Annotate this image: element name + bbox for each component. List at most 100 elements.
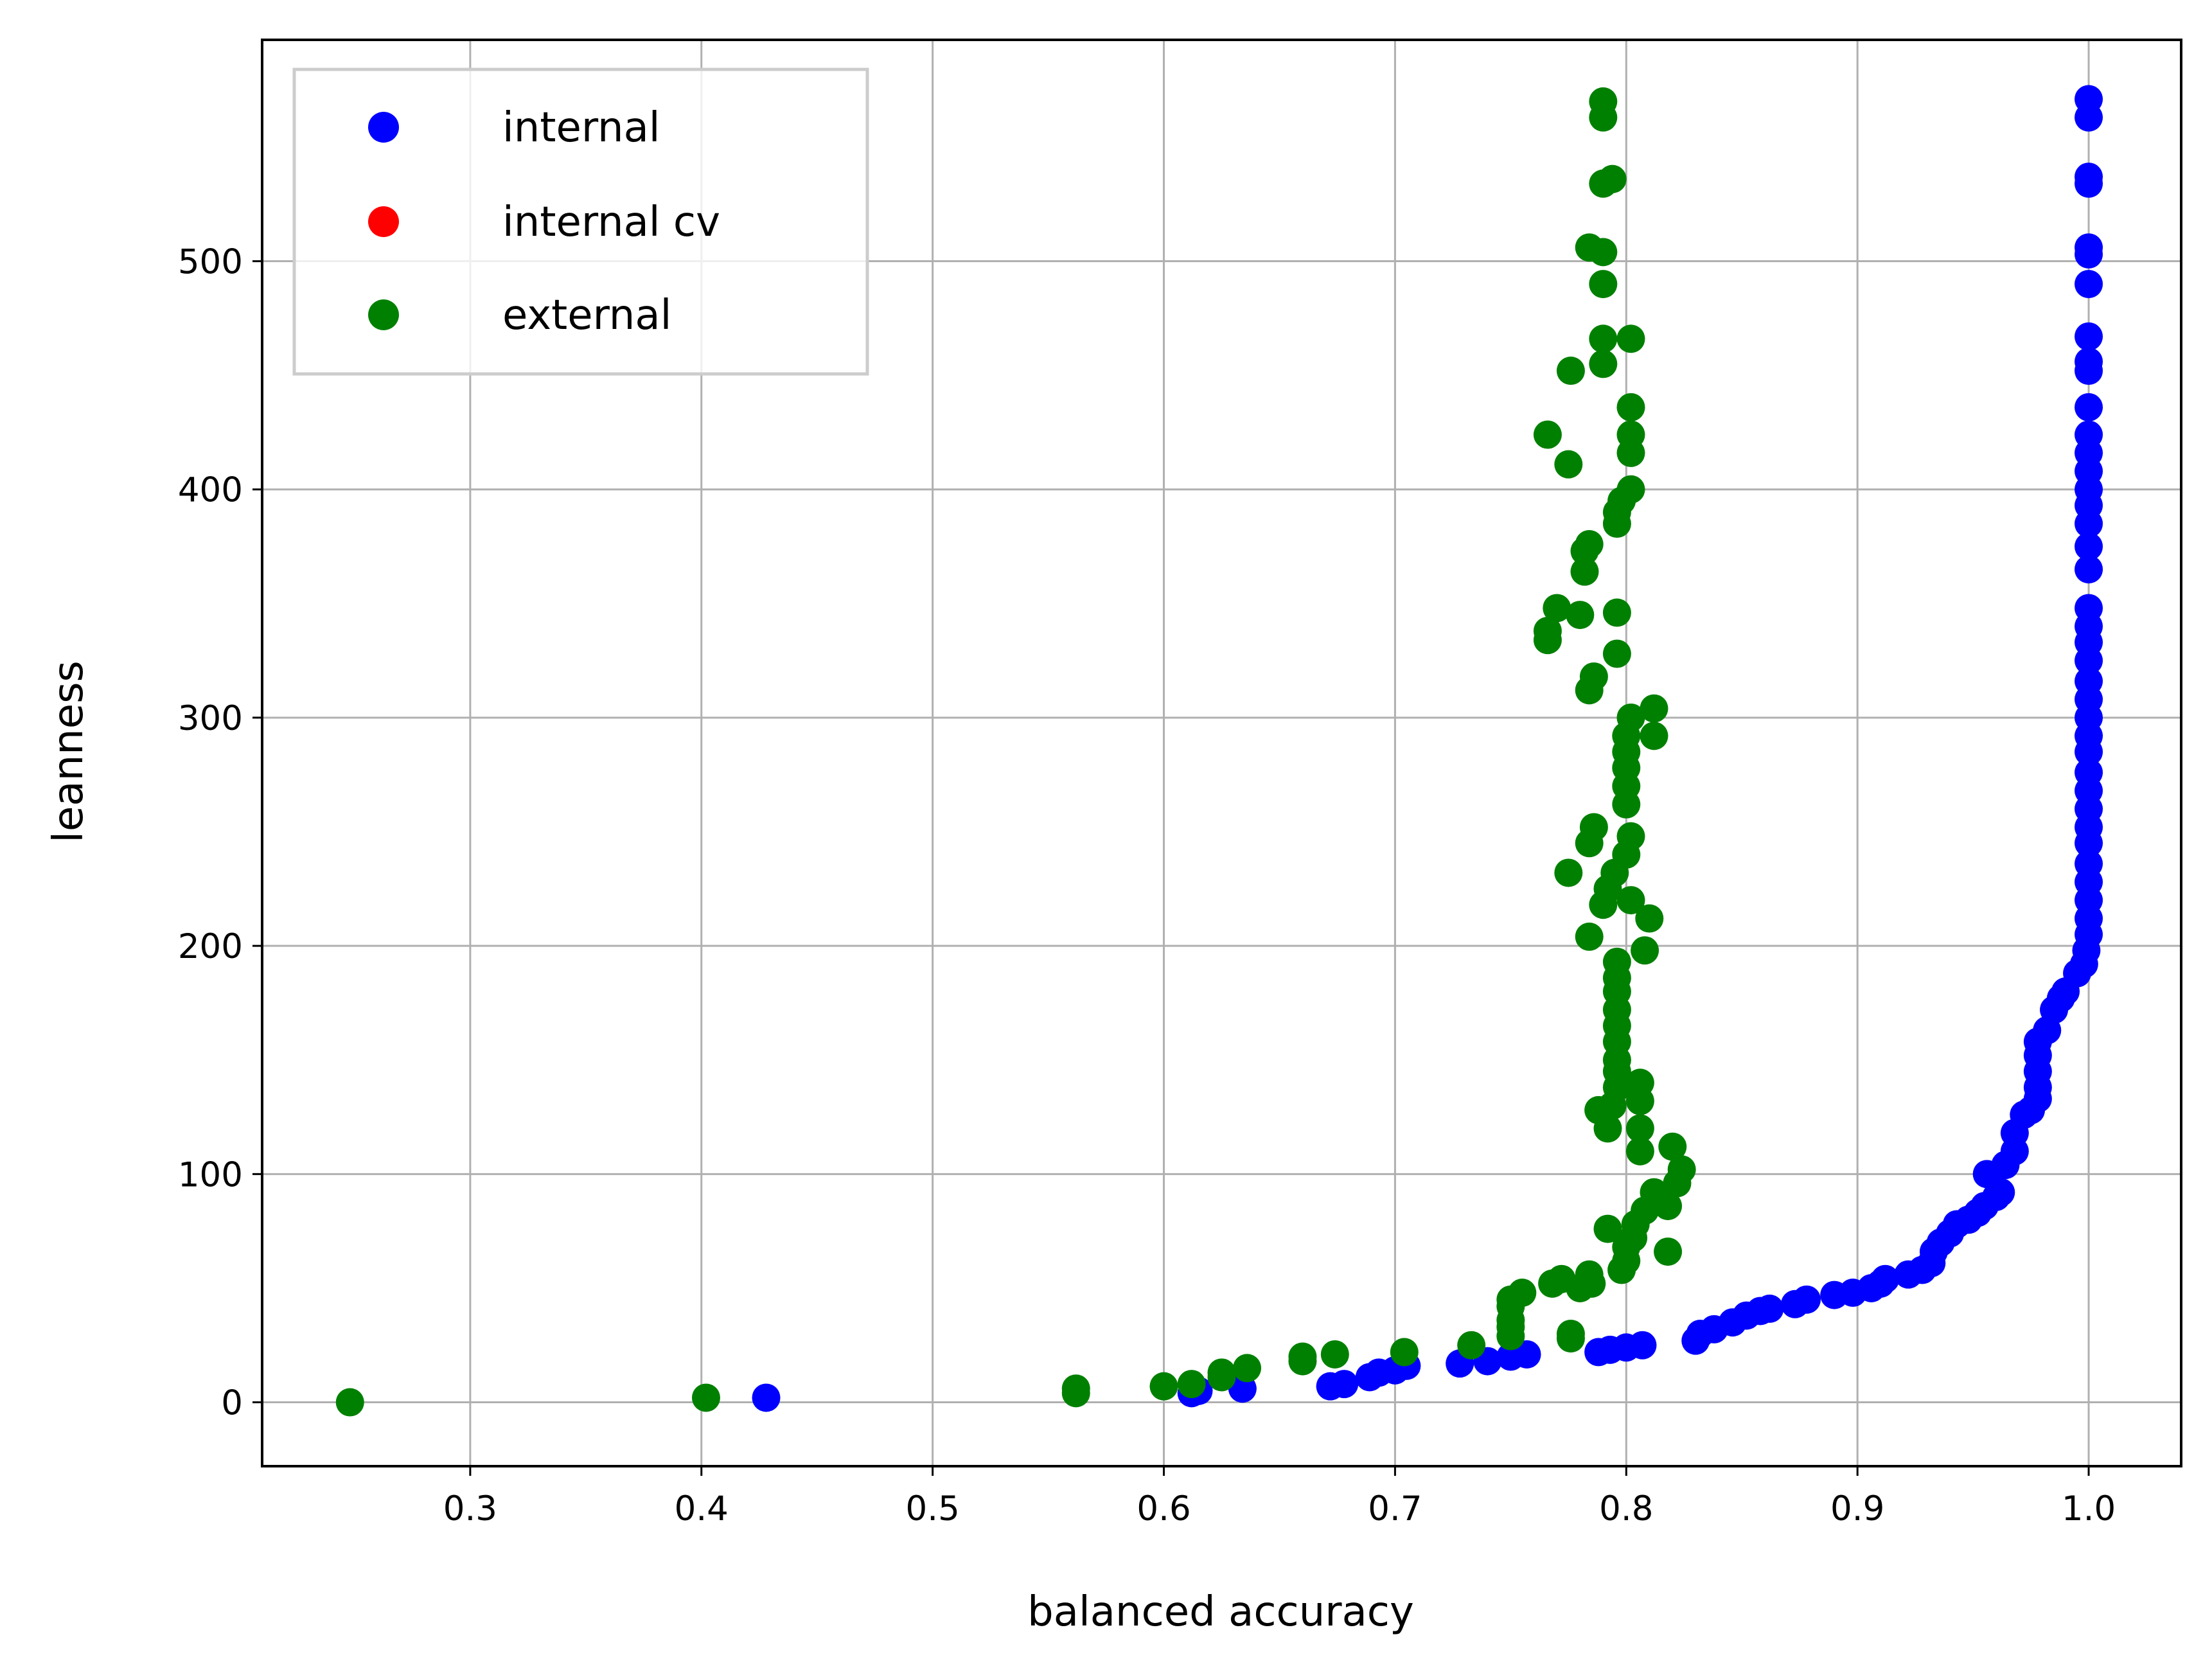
point-internal — [2075, 594, 2103, 623]
point-external — [1543, 594, 1571, 623]
legend-label-external: external — [502, 292, 671, 339]
legend-marker-external — [368, 299, 399, 330]
point-internal — [2075, 393, 2103, 421]
axis-ticks: 0.3 0.4 0.5 0.6 0.7 0.8 0.9 1.0 0 100 200 300 400 500 — [178, 243, 2116, 1529]
point-external — [1570, 557, 1599, 586]
point-internal — [2075, 758, 2103, 787]
point-external — [1554, 450, 1583, 479]
point-external — [1589, 270, 1618, 299]
point-external — [1654, 1237, 1683, 1266]
point-external — [1658, 1132, 1687, 1161]
y-tick-label: 100 — [178, 1155, 243, 1194]
point-external — [1533, 616, 1562, 645]
point-internal — [2075, 270, 2103, 299]
point-external — [1667, 1155, 1696, 1184]
point-internal — [2075, 532, 2103, 561]
data-points — [335, 85, 2103, 1417]
legend-marker-internal — [368, 112, 399, 143]
point-external — [1654, 1192, 1683, 1221]
point-internal — [1755, 1294, 1784, 1323]
point-external — [1589, 87, 1618, 116]
x-tick-label: 1.0 — [2062, 1489, 2116, 1529]
x-tick-label: 0.7 — [1368, 1489, 1422, 1529]
point-internal — [2075, 667, 2103, 696]
point-external — [1149, 1372, 1178, 1401]
point-external — [1616, 475, 1645, 504]
point-external — [1625, 1114, 1654, 1143]
point-external — [1207, 1358, 1236, 1387]
x-tick-label: 0.8 — [1599, 1489, 1653, 1529]
point-external — [1061, 1374, 1090, 1403]
point-internal — [1871, 1264, 1900, 1293]
point-external — [1589, 350, 1618, 378]
point-external — [1556, 1324, 1585, 1353]
point-external — [1616, 822, 1645, 851]
point-external — [1602, 598, 1631, 627]
point-external — [1616, 393, 1645, 421]
point-external — [1589, 324, 1618, 353]
point-internal — [2075, 849, 2103, 878]
x-tick-label: 0.9 — [1830, 1489, 1884, 1529]
point-external — [1575, 529, 1604, 558]
point-external — [1640, 694, 1668, 723]
point-external — [1508, 1279, 1537, 1307]
point-internal — [2075, 163, 2103, 191]
point-external — [1616, 886, 1645, 915]
point-internal — [1512, 1340, 1541, 1369]
point-external — [1616, 420, 1645, 449]
point-external — [1233, 1354, 1262, 1383]
point-internal — [2075, 85, 2103, 114]
point-external — [1593, 1114, 1622, 1143]
x-tick-label: 0.4 — [675, 1489, 729, 1529]
point-internal — [1330, 1370, 1359, 1399]
point-external — [1593, 1214, 1622, 1243]
y-tick-label: 200 — [178, 927, 243, 966]
point-external — [1602, 639, 1631, 668]
point-external — [1556, 357, 1585, 386]
point-external — [1566, 601, 1595, 630]
point-external — [1457, 1331, 1486, 1360]
point-internal — [2075, 555, 2103, 584]
legend-label-internal: internal — [502, 104, 660, 152]
point-external — [1616, 703, 1645, 732]
point-external — [691, 1383, 720, 1412]
point-external — [1579, 662, 1608, 691]
point-internal — [2075, 347, 2103, 376]
point-external — [1554, 858, 1583, 887]
legend-label-internal-cv: internal cv — [502, 199, 720, 246]
y-axis-label: leanness — [45, 660, 93, 843]
point-external — [1616, 324, 1645, 353]
point-internal — [1792, 1285, 1821, 1314]
point-external — [1631, 936, 1659, 965]
x-axis-label: balanced accuracy — [1027, 1588, 1414, 1636]
point-external — [1577, 1269, 1606, 1298]
point-external — [1625, 1137, 1654, 1165]
point-external — [1177, 1370, 1206, 1399]
legend-marker-internal-cv — [368, 206, 399, 237]
x-tick-label: 0.3 — [443, 1489, 497, 1529]
point-external — [1589, 238, 1618, 267]
point-external — [335, 1388, 364, 1417]
x-tick-label: 0.5 — [906, 1489, 960, 1529]
point-external — [1640, 722, 1668, 750]
point-external — [1598, 164, 1627, 193]
y-tick-label: 500 — [178, 243, 243, 282]
y-tick-label: 400 — [178, 471, 243, 510]
point-external — [1575, 922, 1604, 951]
point-external — [1635, 904, 1664, 933]
point-external — [1533, 420, 1562, 449]
y-tick-label: 0 — [221, 1384, 243, 1423]
x-tick-label: 0.6 — [1137, 1489, 1190, 1529]
point-external — [1320, 1340, 1349, 1369]
plot-frame — [261, 39, 2182, 1467]
point-external — [1579, 813, 1608, 842]
point-external — [1625, 1068, 1654, 1097]
point-external — [1602, 948, 1631, 977]
point-external — [1390, 1338, 1419, 1367]
point-internal — [1628, 1331, 1657, 1360]
y-tick-label: 300 — [178, 699, 243, 738]
point-external — [1288, 1342, 1317, 1371]
point-internal — [2075, 420, 2103, 449]
point-internal — [2075, 233, 2103, 262]
